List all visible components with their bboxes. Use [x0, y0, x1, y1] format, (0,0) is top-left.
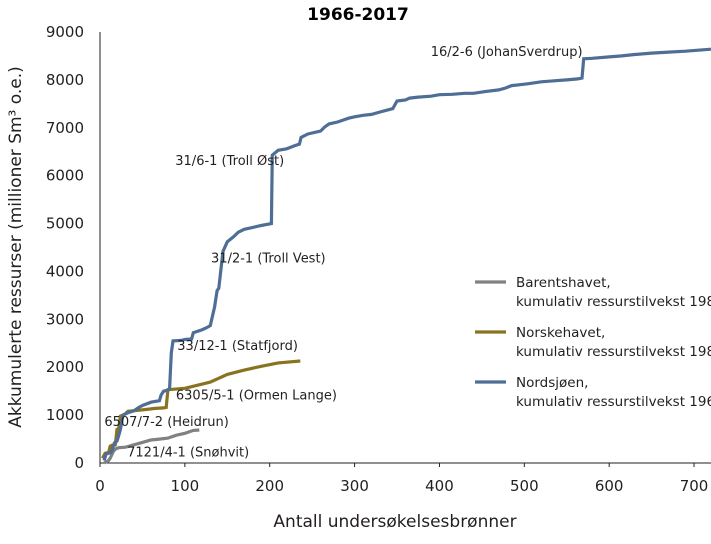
y-tick-label: 5000 — [46, 215, 84, 233]
x-tick-label: 300 — [340, 477, 369, 495]
chart-title: 1966-2017 — [307, 5, 409, 25]
x-tick-label: 200 — [255, 477, 284, 495]
x-axis-label: Antall undersøkelsesbrønner — [273, 512, 516, 532]
y-tick-label: 9000 — [46, 23, 84, 41]
x-tick-label: 400 — [425, 477, 454, 495]
y-tick-label: 8000 — [46, 71, 84, 89]
y-tick-label: 7000 — [46, 119, 84, 137]
series-line-nordsjoen — [102, 47, 711, 462]
legend-entry-line1: Barentshavet, — [516, 275, 611, 291]
annotation-label: 6507/7-2 (Heidrun) — [104, 415, 228, 430]
annotation-label: 7121/4-1 (Snøhvit) — [127, 446, 249, 461]
y-axis-label: Akkumulerte ressurser (millioner Sm³ o.e… — [6, 66, 26, 428]
x-tick-label: 600 — [595, 477, 624, 495]
legend-entry-line2: kumulativ ressurstilvekst 1980-2018 — [516, 344, 711, 360]
y-tick-label: 6000 — [46, 167, 84, 185]
legend: Barentshavet, kumulativ ressurstilvekst 1… — [475, 275, 711, 410]
x-tick-label: 100 — [171, 477, 200, 495]
y-tick-label: 1000 — [46, 406, 84, 424]
y-tick-label: 3000 — [46, 310, 84, 328]
annotation-label: 33/12-1 (Statfjord) — [177, 339, 298, 354]
series-line-norskehavet — [101, 359, 301, 459]
x-tick-labels: 0 100 200 300 400 500 600 700 — [95, 463, 708, 495]
legend-entry-line1: Norskehavet, — [516, 325, 605, 341]
annotation-label: 6305/5-1 (Ormen Lange) — [176, 389, 337, 404]
series-line-barentshavet — [103, 428, 200, 465]
annotation-label: 31/6-1 (Troll Øst) — [175, 154, 284, 169]
series-lines — [101, 47, 711, 465]
annotations: 16/2-6 (JohanSverdrup) 31/6-1 (Troll Øst)… — [104, 45, 582, 461]
annotation-label: 31/2-1 (Troll Vest) — [211, 251, 326, 266]
legend-entry-line1: Nordsjøen, — [516, 375, 588, 391]
x-tick-label: 500 — [510, 477, 539, 495]
x-tick-label: 700 — [680, 477, 709, 495]
y-tick-labels: 0 1000 2000 3000 4000 5000 6000 7000 8000 9000 — [46, 23, 84, 472]
y-tick-label: 4000 — [46, 262, 84, 280]
legend-entry-line2: kumulativ ressurstilvekst 1980-2018 — [516, 294, 711, 310]
annotation-label: 16/2-6 (JohanSverdrup) — [431, 45, 583, 60]
y-tick-label: 2000 — [46, 358, 84, 376]
legend-entry-line2: kumulativ ressurstilvekst 1966-2018 — [516, 394, 711, 410]
y-tick-label: 0 — [74, 454, 84, 472]
x-tick-label: 0 — [95, 477, 105, 495]
